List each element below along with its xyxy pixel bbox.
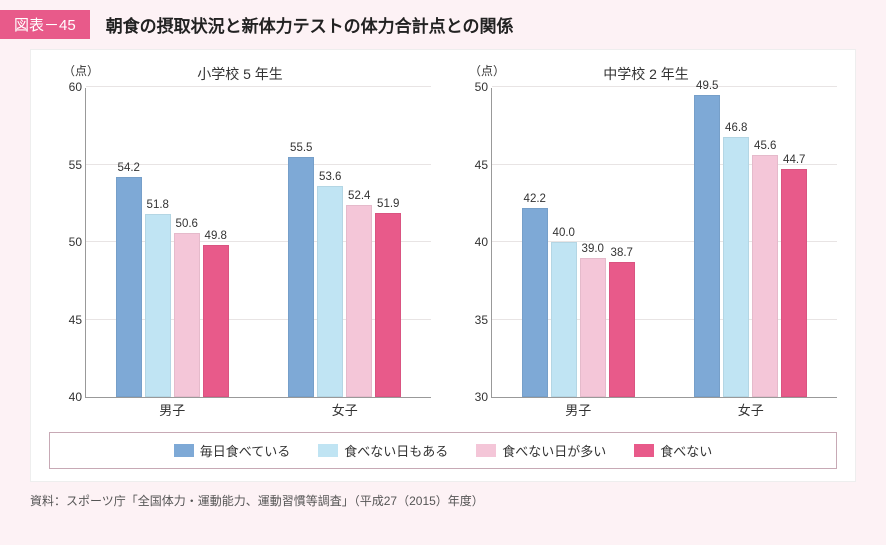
bar-value-label: 49.5 (696, 80, 718, 92)
unit-label: （点） (63, 62, 99, 79)
unit-label: （点） (469, 62, 505, 79)
bar-value-label: 42.2 (524, 193, 546, 205)
ytick-label: 35 (462, 313, 488, 327)
legend-item: 食べない (634, 441, 712, 460)
bar-group: 49.546.845.644.7女子 (665, 88, 838, 397)
bar-value-label: 54.2 (118, 162, 140, 174)
legend-label: 食べない日もある (344, 441, 448, 460)
bar-value-label: 40.0 (553, 227, 575, 239)
bar-value-label: 50.6 (176, 218, 198, 230)
bar-value-label: 39.0 (582, 243, 604, 255)
plot-area: 303540455042.240.039.038.7男子49.546.845.6… (491, 88, 837, 398)
legend-label: 食べない (660, 441, 712, 460)
bar-value-label: 38.7 (611, 247, 633, 259)
group-label: 女子 (259, 400, 432, 419)
bar: 39.0 (580, 258, 606, 398)
bar: 54.2 (116, 177, 142, 397)
bar-group: 42.240.039.038.7男子 (492, 88, 665, 397)
bar: 55.5 (288, 157, 314, 397)
bar-value-label: 51.8 (147, 199, 169, 211)
legend-item: 食べない日もある (318, 441, 448, 460)
chart-title: 小学校 5 年生 (49, 64, 431, 84)
bar: 42.2 (522, 208, 548, 397)
ytick-label: 50 (56, 235, 82, 249)
ytick-label: 40 (462, 235, 488, 249)
swatch-icon (476, 444, 496, 457)
legend-item: 毎日食べている (174, 441, 290, 460)
bar: 53.6 (317, 186, 343, 397)
chart-junior-high: （点） 中学校 2 年生 303540455042.240.039.038.7男… (455, 64, 837, 398)
charts-row: （点） 小学校 5 年生 40 45 50 55 60 54.251.850.649.8男… (49, 64, 837, 398)
bar: 51.9 (375, 213, 401, 397)
legend-label: 食べない日が多い (502, 441, 606, 460)
ytick-label: 55 (56, 158, 82, 172)
bar-value-label: 55.5 (290, 142, 312, 154)
bar-value-label: 44.7 (783, 154, 805, 166)
group-label: 女子 (665, 400, 838, 419)
ytick-label: 50 (462, 80, 488, 94)
bar: 49.5 (694, 95, 720, 397)
gridline (86, 86, 431, 87)
source-note: 資料：スポーツ庁「全国体力・運動能力、運動習慣等調査」（平成27（2015）年度… (30, 492, 886, 509)
charts-panel: （点） 小学校 5 年生 404550556054.251.850.649.8男… (30, 49, 856, 482)
bar: 46.8 (723, 137, 749, 397)
legend-item: 食べない日が多い (476, 441, 606, 460)
bar-value-label: 46.8 (725, 122, 747, 134)
ytick-label: 30 (462, 390, 488, 404)
chart-elementary: （点） 小学校 5 年生 404550556054.251.850.649.8男… (49, 64, 431, 398)
ytick-label: 45 (56, 313, 82, 327)
bar: 50.6 (174, 233, 200, 397)
ytick-label: 60 (56, 80, 82, 94)
swatch-icon (318, 444, 338, 457)
bar: 40.0 (551, 242, 577, 397)
header: 図表－45 朝食の摂取状況と新体力テストの体力合計点との関係 (0, 0, 886, 47)
xaxis: 54.251.850.649.8男子55.553.652.451.9女子 (86, 88, 431, 397)
swatch-icon (634, 444, 654, 457)
bar-value-label: 51.9 (377, 198, 399, 210)
figure-badge: 図表－45 (0, 10, 90, 39)
bar-group: 54.251.850.649.8男子 (86, 88, 259, 397)
ytick-label: 45 (462, 158, 488, 172)
group-label: 男子 (492, 400, 665, 419)
swatch-icon (174, 444, 194, 457)
bar-value-label: 45.6 (754, 140, 776, 152)
bar: 44.7 (781, 169, 807, 397)
ytick-label: 40 (56, 390, 82, 404)
bar: 38.7 (609, 262, 635, 397)
xaxis: 42.240.039.038.7男子49.546.845.644.7女子 (492, 88, 837, 397)
legend: 毎日食べている 食べない日もある 食べない日が多い 食べない (49, 432, 837, 469)
bar-value-label: 49.8 (205, 230, 227, 242)
plot-area: 404550556054.251.850.649.8男子55.553.652.4… (85, 88, 431, 398)
bar-group: 55.553.652.451.9女子 (259, 88, 432, 397)
figure-title: 朝食の摂取状況と新体力テストの体力合計点との関係 (106, 12, 514, 37)
bar-value-label: 53.6 (319, 171, 341, 183)
bar: 45.6 (752, 155, 778, 397)
bar: 51.8 (145, 214, 171, 397)
group-label: 男子 (86, 400, 259, 419)
chart-title: 中学校 2 年生 (455, 64, 837, 84)
bar-value-label: 52.4 (348, 190, 370, 202)
gridline (492, 86, 837, 87)
legend-label: 毎日食べている (200, 441, 290, 460)
bar: 52.4 (346, 205, 372, 397)
bar: 49.8 (203, 245, 229, 397)
